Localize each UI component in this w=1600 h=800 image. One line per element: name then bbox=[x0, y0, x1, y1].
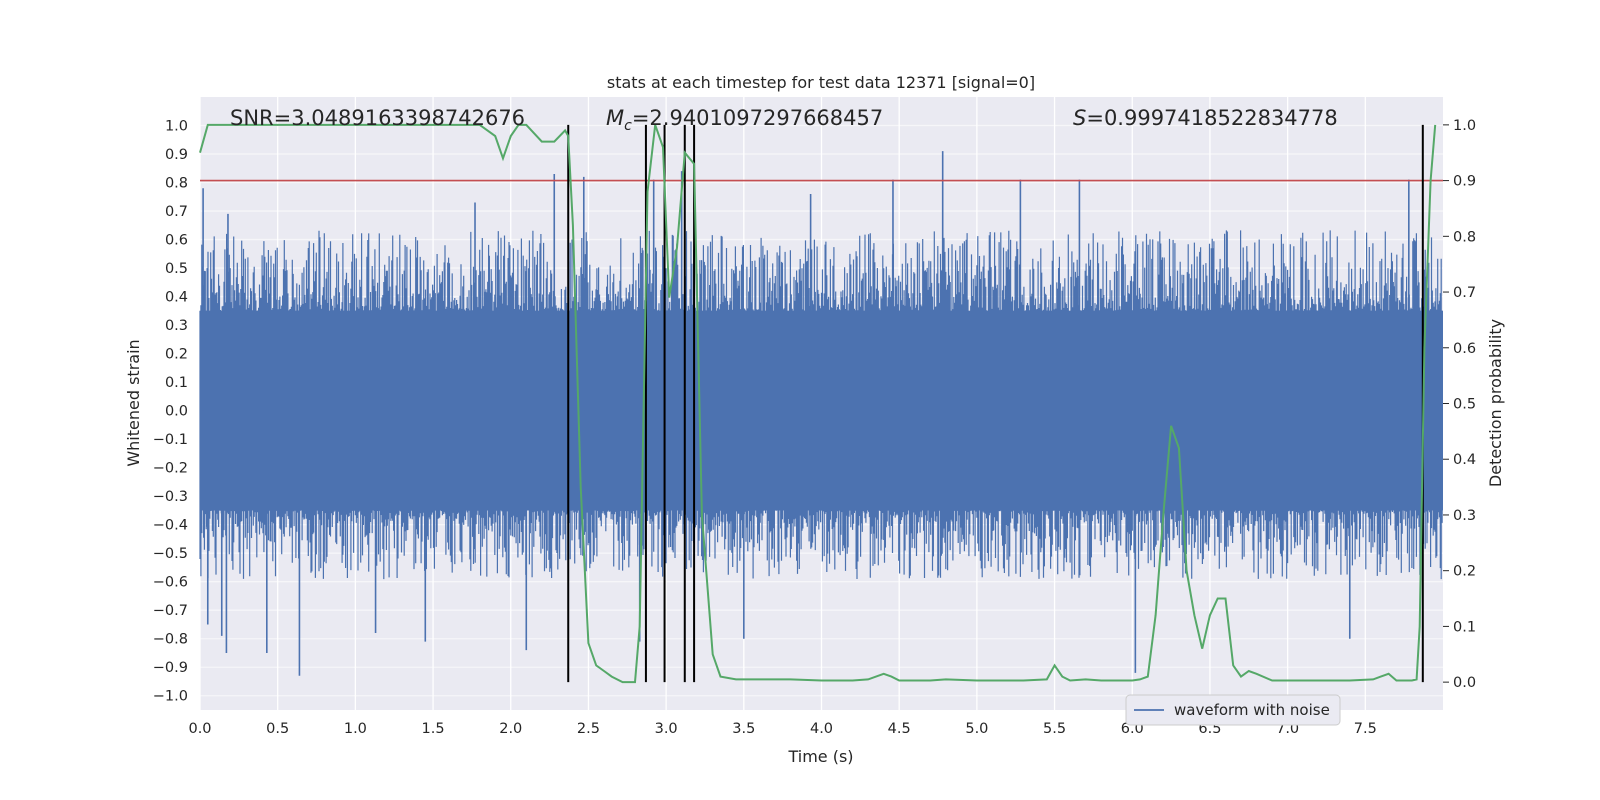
x-tick-label: 1.0 bbox=[344, 721, 367, 737]
y-axis-ticks: 1.0 0.9 0.8 0.7 0.6 0.5 0.4 0.3 0.2 0.1 0.0 −0.1 −0.… bbox=[153, 119, 188, 705]
x-tick-label: 5.0 bbox=[965, 721, 988, 737]
snr-annotation: SNR=3.0489163398742676 bbox=[230, 106, 525, 130]
mc-symbol: M bbox=[606, 106, 624, 130]
y-tick-label: 0.4 bbox=[165, 290, 188, 306]
vertical-markers bbox=[567, 124, 1424, 683]
mc-annotation: Mc=2.9401097297668457 bbox=[606, 106, 883, 134]
y2-tick-label: 0.4 bbox=[1453, 452, 1476, 468]
legend: waveform with noise bbox=[1125, 694, 1341, 726]
x-tick-label: 5.5 bbox=[1043, 721, 1066, 737]
s-symbol: S bbox=[1073, 106, 1086, 130]
y2-tick-label: 0.5 bbox=[1453, 397, 1476, 413]
x-tick-label: 7.5 bbox=[1354, 721, 1377, 737]
y-tick-label: 0.3 bbox=[165, 318, 188, 334]
x-tick-label: 0.5 bbox=[266, 721, 289, 737]
waveform-series bbox=[199, 151, 1443, 676]
y-tick-label: 0.6 bbox=[165, 233, 188, 249]
y2-tick-label: 0.6 bbox=[1453, 341, 1476, 357]
x-tick-label: 0.0 bbox=[188, 721, 211, 737]
s-annotation: S=0.9997418522834778 bbox=[1073, 106, 1338, 130]
x-tick-label: 3.0 bbox=[655, 721, 678, 737]
x-tick-label: 2.0 bbox=[499, 721, 522, 737]
x-tick-label: 4.0 bbox=[810, 721, 833, 737]
y-tick-label: −0.3 bbox=[153, 489, 188, 505]
y-tick-label: −0.2 bbox=[153, 461, 188, 477]
y-tick-label: −0.7 bbox=[153, 603, 188, 619]
legend-box bbox=[1125, 694, 1341, 726]
y2-tick-label: 0.0 bbox=[1453, 675, 1476, 691]
y-tick-label: −0.6 bbox=[153, 575, 188, 591]
y2-tick-label: 0.9 bbox=[1453, 174, 1476, 190]
legend-label: waveform with noise bbox=[1174, 701, 1330, 719]
y-tick-label: −1.0 bbox=[153, 689, 188, 705]
s-value: =0.9997418522834778 bbox=[1086, 106, 1337, 130]
y-tick-label: 0.5 bbox=[165, 261, 188, 277]
y2-axis-label: Detection probability bbox=[1486, 319, 1505, 487]
waveform-noise-trace bbox=[199, 230, 1443, 580]
y2-tick-label: 0.7 bbox=[1453, 285, 1476, 301]
mc-subscript: c bbox=[624, 118, 632, 134]
y-tick-label: 0.2 bbox=[165, 347, 188, 363]
x-axis-label: Time (s) bbox=[787, 747, 853, 766]
probability-line bbox=[199, 123, 1437, 684]
y2-tick-label: 0.2 bbox=[1453, 564, 1476, 580]
y-tick-label: −0.8 bbox=[153, 632, 188, 648]
y-tick-label: −0.1 bbox=[153, 432, 188, 448]
mc-value: =2.9401097297668457 bbox=[632, 106, 883, 130]
y-tick-label: 0.1 bbox=[165, 375, 188, 391]
y-tick-label: −0.9 bbox=[153, 660, 188, 676]
y2-tick-label: 1.0 bbox=[1453, 118, 1476, 134]
y-tick-label: 0.0 bbox=[165, 404, 188, 420]
x-tick-label: 1.5 bbox=[422, 721, 445, 737]
y-axis-label: Whitened strain bbox=[124, 339, 143, 466]
y2-tick-label: 0.1 bbox=[1453, 619, 1476, 635]
x-tick-label: 4.5 bbox=[888, 721, 911, 737]
probability-series bbox=[199, 123, 1437, 684]
y-tick-label: 0.9 bbox=[165, 147, 188, 163]
x-tick-label: 2.5 bbox=[577, 721, 600, 737]
y2-tick-label: 0.8 bbox=[1453, 229, 1476, 245]
y-tick-label: 1.0 bbox=[165, 119, 188, 135]
y-tick-label: 0.8 bbox=[165, 176, 188, 192]
y-tick-label: 0.7 bbox=[165, 204, 188, 220]
chart-title: stats at each timestep for test data 123… bbox=[607, 73, 1035, 92]
x-tick-label: 3.5 bbox=[732, 721, 755, 737]
y-tick-label: −0.5 bbox=[153, 546, 188, 562]
y2-tick-label: 0.3 bbox=[1453, 508, 1476, 524]
y-tick-label: −0.4 bbox=[153, 518, 188, 534]
y2-axis-ticks: 1.0 0.9 0.8 0.7 0.6 0.5 0.4 0.3 0.2 0.1 0.0 bbox=[1443, 118, 1476, 691]
